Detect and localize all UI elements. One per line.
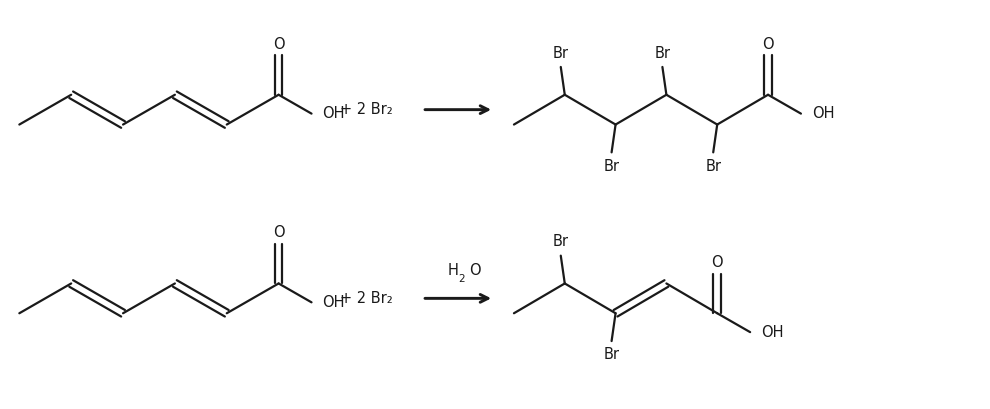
Text: Br: Br bbox=[552, 234, 569, 249]
Text: Br: Br bbox=[654, 45, 670, 61]
Text: OH: OH bbox=[760, 325, 783, 339]
Text: + 2 Br₂: + 2 Br₂ bbox=[341, 291, 393, 306]
Text: O: O bbox=[762, 36, 774, 52]
Text: OH: OH bbox=[322, 106, 345, 121]
Text: O: O bbox=[469, 263, 481, 279]
Text: Br: Br bbox=[552, 45, 569, 61]
Text: O: O bbox=[273, 225, 284, 240]
Text: 2: 2 bbox=[458, 274, 464, 284]
Text: OH: OH bbox=[322, 295, 345, 310]
Text: Br: Br bbox=[604, 159, 620, 174]
Text: OH: OH bbox=[812, 106, 835, 121]
Text: Br: Br bbox=[604, 348, 620, 362]
Text: H: H bbox=[447, 263, 458, 279]
Text: Br: Br bbox=[705, 159, 722, 174]
Text: O: O bbox=[712, 255, 723, 270]
Text: O: O bbox=[273, 36, 284, 52]
Text: + 2 Br₂: + 2 Br₂ bbox=[341, 102, 393, 117]
